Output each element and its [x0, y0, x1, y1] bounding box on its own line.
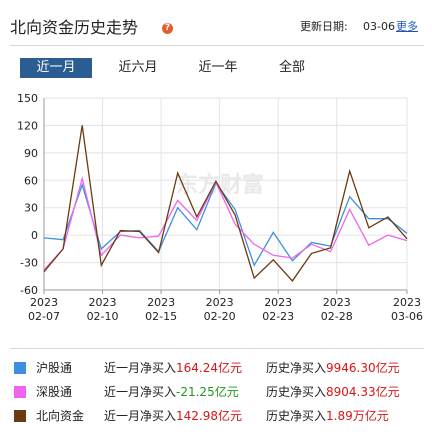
history-net-buy: 历史净买入1.89万亿元: [266, 409, 389, 423]
series-line-0: [43, 181, 408, 267]
y-tick-label: 150: [17, 92, 38, 105]
x-tick-date: 02-23: [262, 310, 294, 323]
history-net-buy: 历史净买入8904.33亿元: [266, 385, 400, 399]
tab-all[interactable]: 全部: [278, 60, 305, 75]
tab-1-year[interactable]: 近一年: [198, 60, 238, 75]
series-line-1: [43, 175, 408, 271]
legend-swatch-north: [14, 410, 26, 422]
legend-name: 北向资金: [36, 409, 85, 423]
update-date-label: 更新日期:: [300, 20, 348, 33]
y-tick-label: -30: [20, 257, 38, 270]
tab-1-month[interactable]: 近一月: [20, 58, 92, 78]
history-net-buy: 历史净买入9946.30亿元: [266, 361, 400, 375]
series-line-2: [43, 125, 408, 282]
northbound-flow-chart: 东方财富-60-300306090120150202302-07202302-1…: [17, 92, 423, 323]
x-tick-date: 02-10: [87, 310, 119, 323]
y-tick-label: -60: [20, 284, 38, 297]
x-tick-date: 02-28: [321, 310, 353, 323]
y-tick-label: 30: [24, 202, 38, 215]
page-title: 北向资金历史走势: [10, 18, 139, 37]
x-tick-year: 2023: [147, 296, 175, 309]
y-tick-label: 120: [17, 119, 38, 132]
legend-divider: [10, 348, 424, 349]
x-tick-year: 2023: [206, 296, 234, 309]
legend-row-sz: 深股通 近一月净买入-21.25亿元 历史净买入8904.33亿元: [10, 381, 422, 405]
month-net-buy: 近一月净买入-21.25亿元: [104, 385, 239, 399]
legend-row-sh: 沪股通 近一月净买入164.24亿元 历史净买入9946.30亿元: [10, 357, 422, 381]
legend-row-north: 北向资金 近一月净买入142.98亿元 历史净买入1.89万亿元: [10, 405, 422, 429]
x-tick-date: 02-07: [28, 310, 60, 323]
header-divider: [10, 45, 424, 46]
more-link[interactable]: 更多: [396, 20, 418, 33]
x-tick-date: 02-15: [145, 310, 177, 323]
x-tick-date: 03-06: [391, 310, 423, 323]
question-mark-icon[interactable]: ?: [162, 23, 173, 34]
x-tick-year: 2023: [89, 296, 117, 309]
legend-swatch-sh: [14, 362, 26, 374]
month-net-buy: 近一月净买入164.24亿元: [104, 361, 243, 375]
legend-swatch-sz: [14, 386, 26, 398]
x-tick-year: 2023: [30, 296, 58, 309]
tab-6-months[interactable]: 近六月: [118, 60, 158, 75]
month-net-buy: 近一月净买入142.98亿元: [104, 409, 243, 423]
y-tick-label: 90: [24, 147, 38, 160]
x-tick-year: 2023: [264, 296, 292, 309]
x-tick-year: 2023: [323, 296, 351, 309]
legend-name: 深股通: [36, 385, 73, 399]
y-tick-label: 0: [31, 229, 38, 242]
x-tick-year: 2023: [393, 296, 421, 309]
update-date-value: 03-06: [363, 20, 395, 33]
legend-name: 沪股通: [36, 361, 73, 375]
x-tick-date: 02-20: [204, 310, 236, 323]
y-tick-label: 60: [24, 174, 38, 187]
